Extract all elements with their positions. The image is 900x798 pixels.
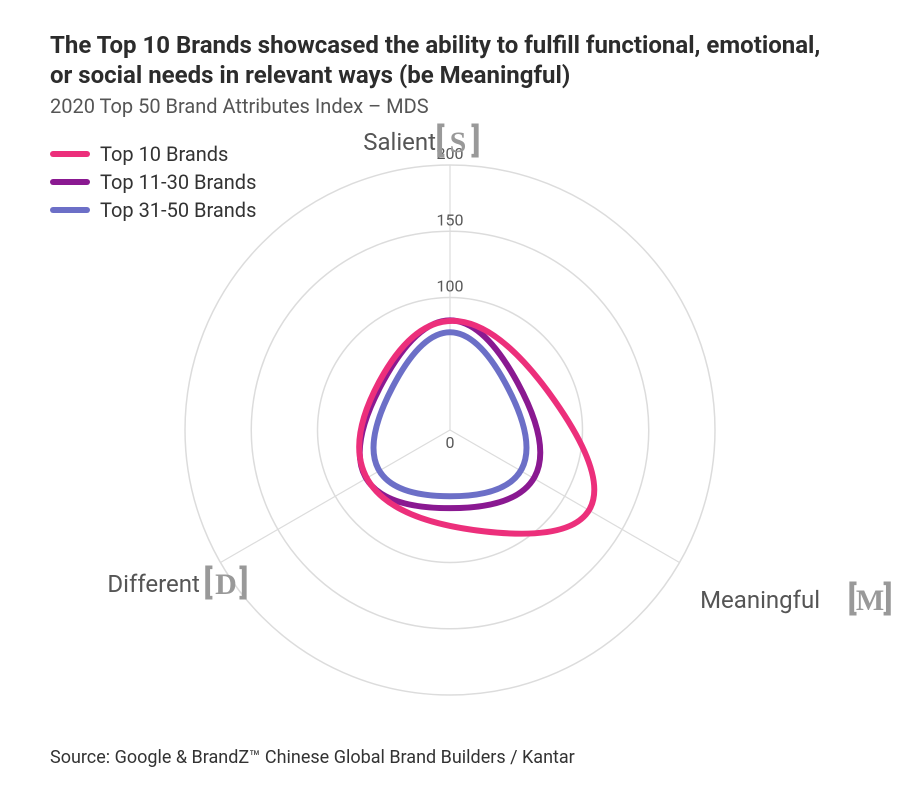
chart-title: The Top 10 Brands showcased the ability … [50,30,830,90]
axis-label-group: Meaningful[M] [700,579,893,619]
axis-label: Different [107,570,200,598]
bracket-open-icon: [ [435,121,445,161]
bracket-open-icon: [ [203,563,213,603]
source-line: Source: Google & BrandZ™ Chinese Global … [50,747,575,768]
bracket-close-icon: ] [883,579,892,619]
bracket-close-icon: ] [239,563,248,603]
axis-label-group: Salient[S] [363,121,481,161]
ring-tick-label: 150 [437,210,464,229]
axis-letter: D [215,568,237,601]
axis-label: Meaningful [700,586,820,614]
radar-chart: 0100150200Salient[S]Meaningful[M]Differe… [0,110,900,750]
axis-letter: M [856,584,884,617]
ring-tick-label: 100 [437,277,464,296]
ring-tick-label: 0 [446,433,455,452]
axis-label-group: Different[D] [107,563,248,603]
bracket-close-icon: ] [471,121,480,161]
axis-label: Salient [363,128,436,156]
axis-letter: S [450,126,467,159]
